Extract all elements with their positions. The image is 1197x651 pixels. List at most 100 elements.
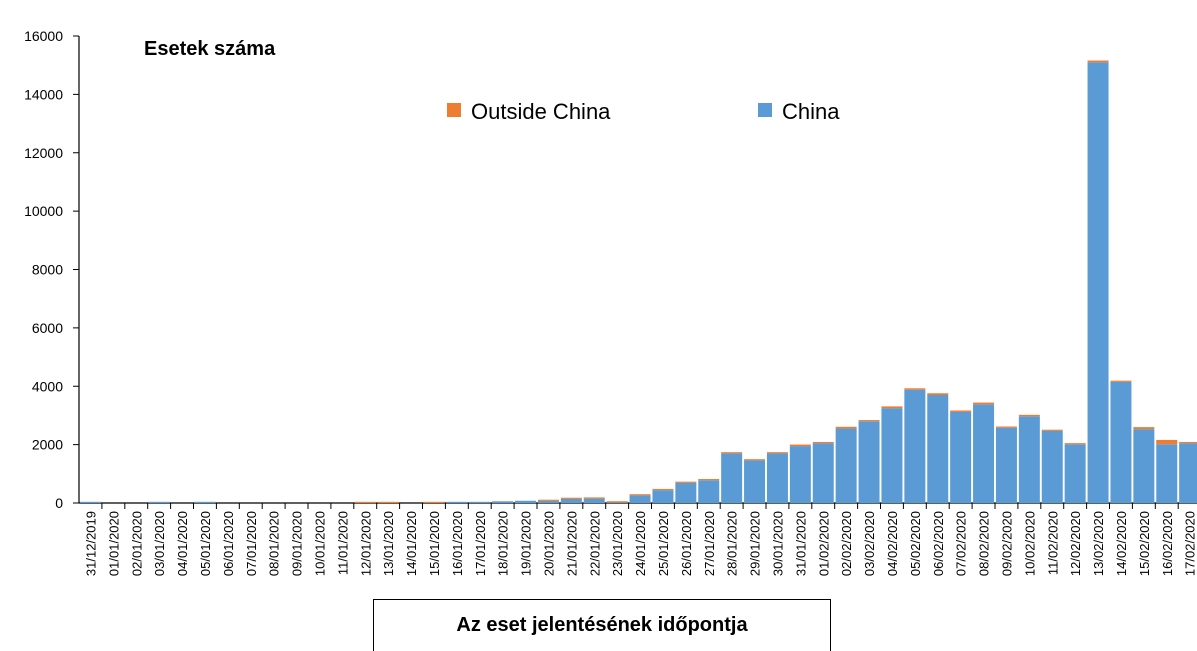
bar-china xyxy=(973,404,995,503)
x-tick-label: 04/01/2020 xyxy=(175,511,190,576)
x-tick-label: 30/01/2020 xyxy=(770,511,785,576)
bar-outside-china xyxy=(881,406,903,409)
legend-label-china: China xyxy=(782,99,840,124)
bar-china xyxy=(492,501,514,503)
y-axis: 0 2000 4000 6000 8000 10000 12000 14000 16000 xyxy=(24,28,80,511)
x-tick-label: 17/02/2020 xyxy=(1183,511,1197,576)
y-tick-label: 8000 xyxy=(32,262,63,278)
bar-outside-china xyxy=(698,479,720,481)
x-tick-label: 05/01/2020 xyxy=(198,511,213,576)
bar-china xyxy=(446,501,468,503)
bars xyxy=(79,60,1197,504)
x-tick-label: 26/01/2020 xyxy=(679,511,694,576)
bar-outside-china xyxy=(1110,380,1132,382)
bar-outside-china xyxy=(1064,443,1086,445)
bar-china xyxy=(79,501,101,503)
bar-outside-china xyxy=(835,426,857,429)
x-tick-label: 22/01/2020 xyxy=(587,511,602,576)
x-tick-label: 24/01/2020 xyxy=(633,511,648,576)
bar-china xyxy=(1110,381,1132,503)
x-tick-label: 09/02/2020 xyxy=(999,511,1014,576)
x-tick-label: 29/01/2020 xyxy=(748,511,763,576)
bar-outside-china xyxy=(744,459,766,461)
bar-outside-china xyxy=(537,499,559,501)
x-tick-label: 14/01/2020 xyxy=(404,511,419,576)
bar-outside-china xyxy=(904,388,926,390)
x-tick-label: 18/01/2020 xyxy=(496,511,511,576)
bar-outside-china xyxy=(721,452,743,454)
legend-swatch-outside-china xyxy=(447,103,461,117)
x-tick-label: 05/02/2020 xyxy=(908,511,923,576)
bar-outside-china xyxy=(652,488,674,491)
bar-outside-china xyxy=(766,452,788,454)
bar-outside-china xyxy=(950,410,972,412)
x-tick-label: 02/01/2020 xyxy=(129,511,144,576)
bar-china xyxy=(858,421,880,503)
bar-outside-china xyxy=(789,444,811,447)
y-tick-label: 4000 xyxy=(32,378,63,394)
x-tick-label: 10/01/2020 xyxy=(312,511,327,576)
legend: Outside China China xyxy=(447,99,840,124)
x-tick-label: 23/01/2020 xyxy=(610,511,625,576)
bar-outside-china xyxy=(927,393,949,396)
x-tick-label: 06/02/2020 xyxy=(931,511,946,576)
x-axis: 31/12/2019 01/01/2020 02/01/2020 03/01/2020… xyxy=(79,502,1197,576)
bar-outside-china xyxy=(1133,427,1155,430)
x-tick-label: 08/02/2020 xyxy=(977,511,992,576)
legend-label-outside-china: Outside China xyxy=(471,99,611,124)
bar-outside-china xyxy=(1018,414,1040,417)
bar-china xyxy=(194,501,216,503)
bar-china xyxy=(881,408,903,503)
x-tick-label: 14/02/2020 xyxy=(1114,511,1129,576)
x-tick-label: 03/01/2020 xyxy=(152,511,167,576)
bar-outside-china xyxy=(1156,439,1178,445)
bar-outside-china xyxy=(812,441,834,444)
bar-china xyxy=(515,500,537,503)
bar-outside-china xyxy=(423,501,445,503)
x-tick-label: 19/01/2020 xyxy=(519,511,534,576)
x-tick-label: 01/01/2020 xyxy=(106,511,121,576)
x-tick-label: 09/01/2020 xyxy=(290,511,305,576)
x-tick-label: 28/01/2020 xyxy=(725,511,740,576)
x-tick-label: 25/01/2020 xyxy=(656,511,671,576)
x-tick-label: 07/02/2020 xyxy=(954,511,969,576)
bar-outside-china xyxy=(560,497,582,499)
x-tick-label: 10/02/2020 xyxy=(1022,511,1037,576)
bar-china xyxy=(1041,430,1063,503)
bar-china xyxy=(469,501,491,503)
bar-china xyxy=(950,411,972,503)
bar-china xyxy=(789,446,811,503)
y-tick-label: 16000 xyxy=(24,28,63,44)
legend-swatch-china xyxy=(758,103,772,117)
bar-china xyxy=(560,498,582,503)
bar-outside-china xyxy=(675,481,697,483)
x-tick-label: 08/01/2020 xyxy=(267,511,282,576)
bar-outside-china xyxy=(858,420,880,422)
bar-china xyxy=(904,389,926,503)
x-tick-label: 12/01/2020 xyxy=(358,511,373,576)
bar-outside-china xyxy=(354,501,376,503)
bar-outside-china xyxy=(583,497,605,499)
y-tick-label: 6000 xyxy=(32,320,63,336)
bar-china xyxy=(1133,429,1155,503)
x-tick-label: 03/02/2020 xyxy=(862,511,877,576)
x-tick-label: 31/01/2020 xyxy=(793,511,808,576)
x-tick-label: 16/01/2020 xyxy=(450,511,465,576)
x-tick-label: 12/02/2020 xyxy=(1068,511,1083,576)
bar-outside-china xyxy=(377,501,399,503)
x-tick-label: 06/01/2020 xyxy=(221,511,236,576)
x-tick-label: 31/12/2019 xyxy=(83,511,98,576)
bar-china xyxy=(995,427,1017,503)
x-tick-label: 21/01/2020 xyxy=(564,511,579,576)
x-tick-label: 16/02/2020 xyxy=(1160,511,1175,576)
bar-china xyxy=(583,498,605,503)
bar-china xyxy=(1179,443,1197,503)
y-tick-label: 0 xyxy=(55,495,63,511)
bar-outside-china xyxy=(995,426,1017,428)
bar-outside-china xyxy=(973,402,995,405)
x-tick-label: 02/02/2020 xyxy=(839,511,854,576)
bar-china xyxy=(537,500,559,503)
x-tick-label: 11/01/2020 xyxy=(335,511,350,575)
bar-china xyxy=(675,482,697,503)
